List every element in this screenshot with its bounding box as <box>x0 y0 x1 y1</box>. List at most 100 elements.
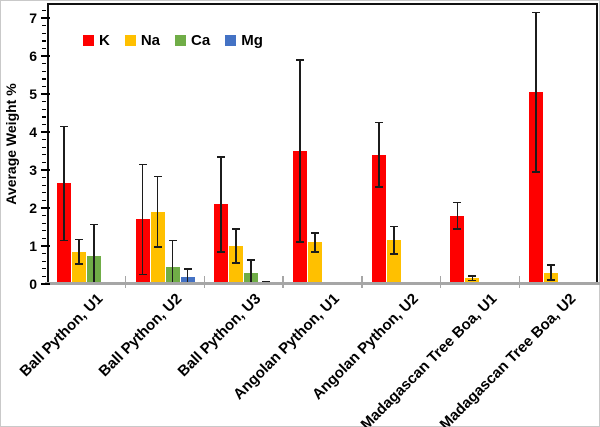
y-major-tick <box>41 245 50 248</box>
bar-k-6 <box>450 215 465 284</box>
y-minor-tick <box>42 268 46 270</box>
error-bar <box>93 224 95 284</box>
y-minor-tick <box>42 199 46 202</box>
error-bar-cap <box>59 239 68 242</box>
y-minor-tick <box>42 123 46 126</box>
error-bar <box>535 12 537 172</box>
error-bar-cap <box>153 175 162 178</box>
error-bar-cap <box>74 238 83 241</box>
legend-label-ca: Ca <box>191 32 211 49</box>
y-minor-tick <box>42 161 46 164</box>
error-bar <box>235 228 238 264</box>
y-minor-tick <box>42 32 46 34</box>
y-minor-tick <box>42 25 46 27</box>
error-bar-cap <box>374 186 383 188</box>
y-minor-tick <box>42 177 46 179</box>
error-bar-cap <box>453 201 462 204</box>
error-bar-cap <box>89 223 98 226</box>
y-minor-tick <box>42 40 46 42</box>
legend-swatch-k <box>83 35 94 46</box>
error-bar <box>156 176 159 248</box>
y-tick-label: 4 <box>29 124 37 141</box>
error-bar-cap <box>532 11 541 14</box>
y-tick-label: 1 <box>29 238 37 255</box>
error-bar <box>471 276 474 281</box>
error-bar-cap <box>468 275 477 277</box>
y-minor-tick <box>42 85 46 88</box>
error-bar-cap <box>311 231 319 234</box>
error-bar <box>171 240 174 284</box>
legend-swatch-na <box>124 35 136 46</box>
error-bar-cap <box>232 228 241 230</box>
y-tick-label: 5 <box>29 86 37 103</box>
error-bar <box>456 202 459 229</box>
y-minor-tick <box>42 184 46 186</box>
error-bar-cap <box>183 268 192 270</box>
y-minor-tick <box>42 146 46 148</box>
y-minor-tick <box>42 275 46 277</box>
error-bar-cap <box>468 279 477 282</box>
error-bar <box>141 164 144 275</box>
plot-area: K Na Ca Mg <box>41 3 598 288</box>
error-bar-cap <box>217 155 226 158</box>
y-minor-tick <box>42 101 46 103</box>
error-bar-cap <box>374 121 383 124</box>
error-bar-cap <box>296 59 304 61</box>
legend-swatch-mg <box>225 35 237 46</box>
x-category-label: Madagascan Tree Boa, U1 <box>357 290 501 427</box>
x-category-label: Ball Python, U3 <box>174 290 265 381</box>
error-bar <box>186 268 189 284</box>
y-major-tick <box>41 207 50 210</box>
y-minor-tick <box>42 9 46 12</box>
error-bar-cap <box>138 163 147 166</box>
y-major-tick <box>41 93 50 96</box>
y-minor-tick <box>42 237 46 240</box>
error-bar-cap <box>153 246 162 248</box>
y-minor-tick <box>42 192 46 194</box>
y-minor-tick <box>42 70 46 72</box>
error-bar-cap <box>138 273 147 276</box>
y-minor-tick <box>42 139 46 141</box>
bar-k-7 <box>529 92 544 284</box>
y-major-tick <box>41 131 50 134</box>
error-bar-cap <box>59 125 68 128</box>
error-bar <box>377 122 380 188</box>
legend-swatch-ca <box>175 35 187 46</box>
x-category-label: Ball Python, U2 <box>95 290 186 381</box>
y-minor-tick <box>42 78 46 80</box>
legend: K Na Ca Mg <box>83 33 263 48</box>
error-bar <box>63 126 65 241</box>
legend-label-na: Na <box>140 32 161 49</box>
y-tick-label: 6 <box>29 48 37 65</box>
error-bar-cap <box>547 279 556 281</box>
error-bar <box>78 239 80 264</box>
y-minor-tick <box>42 154 46 156</box>
legend-item-ca: Ca <box>175 33 210 48</box>
y-minor-tick <box>42 47 46 50</box>
x-category-label: Ball Python, U1 <box>16 290 107 381</box>
error-bar-cap <box>217 250 226 253</box>
y-tick-label: 0 <box>29 276 37 292</box>
error-bar <box>314 232 316 252</box>
error-bar <box>250 260 253 284</box>
legend-label-k: K <box>99 32 110 49</box>
bar-na-4 <box>308 242 322 284</box>
legend-item-k: K <box>83 33 110 48</box>
error-bar <box>299 59 301 243</box>
error-bar-cap <box>74 263 83 265</box>
error-bar <box>392 226 395 254</box>
bar-na-1 <box>71 251 86 284</box>
y-minor-tick <box>42 116 46 118</box>
y-major-tick <box>41 169 50 172</box>
legend-item-mg: Mg <box>225 33 263 48</box>
x-axis-line <box>45 282 600 285</box>
error-bar-cap <box>311 250 319 253</box>
error-bar-cap <box>232 262 241 264</box>
error-bar-cap <box>296 241 304 244</box>
y-major-tick <box>41 17 50 20</box>
legend-item-na: Na <box>124 32 161 49</box>
y-minor-tick <box>42 260 46 262</box>
y-tick-label: 7 <box>29 10 37 27</box>
x-category-label: Madagascan Tree Boa, U2 <box>436 290 579 427</box>
y-major-tick <box>41 283 50 285</box>
